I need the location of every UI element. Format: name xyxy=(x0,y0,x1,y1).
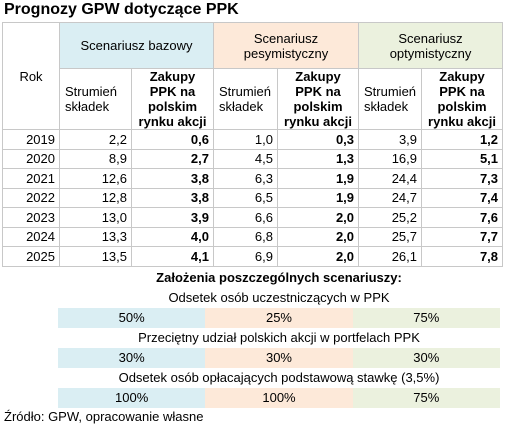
value: 4,5 xyxy=(213,148,278,169)
year: 2020 xyxy=(2,148,60,169)
column-header: Strumień składek xyxy=(59,68,132,130)
assumption-value: 25% xyxy=(205,308,353,328)
forecast-table: Rok Scenariusz bazowy Scenariusz pesymisty… xyxy=(2,22,504,267)
assumptions: Założenia poszczególnych scenariuszy: Ods… xyxy=(58,268,500,408)
assumption-value: 30% xyxy=(352,348,500,368)
value: 2,7 xyxy=(131,148,214,169)
value: 2,0 xyxy=(276,246,360,267)
title: Prognozy GPW dotyczące PPK xyxy=(4,1,239,18)
assumption-value: 30% xyxy=(58,348,206,368)
value: 3,9 xyxy=(358,129,423,150)
value: 13,5 xyxy=(59,246,132,267)
value: 6,8 xyxy=(213,226,278,247)
value: 1,9 xyxy=(276,168,360,189)
value: 3,8 xyxy=(131,168,214,189)
value: 3,8 xyxy=(131,187,214,208)
value: 7,8 xyxy=(421,246,504,267)
value: 26,1 xyxy=(358,246,423,267)
year: 2024 xyxy=(2,226,60,247)
value: 3,9 xyxy=(131,207,214,228)
assumption-label: Odsetek osób uczestniczących w PPK xyxy=(168,290,390,305)
scenario-header: Scenariusz pesymistyczny xyxy=(212,22,360,69)
value: 2,0 xyxy=(276,226,360,247)
value: 7,4 xyxy=(421,187,504,208)
value: 1,0 xyxy=(213,129,278,150)
assumption-value: 30% xyxy=(205,348,353,368)
value: 5,1 xyxy=(421,148,504,169)
assumption-values: 30% 30% 30% xyxy=(58,348,500,368)
column-header: Strumień składek xyxy=(358,68,423,130)
value: 7,6 xyxy=(421,207,504,228)
value: 24,4 xyxy=(358,168,423,189)
value: 24,7 xyxy=(358,187,423,208)
assumption-value: 75% xyxy=(352,388,500,408)
value: 1,3 xyxy=(276,148,360,169)
assumption-values: 100% 100% 75% xyxy=(58,388,500,408)
source: Źródło: GPW, opracowanie własne xyxy=(4,409,204,424)
year: 2019 xyxy=(2,129,60,150)
year: 2023 xyxy=(2,207,60,228)
column-header: Zakupy PPK na polskim rynku akcji xyxy=(131,68,214,130)
value: 12,6 xyxy=(59,168,132,189)
data-row: 2023 13,0 3,9 6,6 2,0 25,2 7,6 xyxy=(2,207,504,228)
value: 0,6 xyxy=(131,129,214,150)
assumption-value: 50% xyxy=(58,308,206,328)
scenario-header: Scenariusz bazowy xyxy=(59,22,214,69)
assumption-value: 100% xyxy=(205,388,353,408)
value: 13,0 xyxy=(59,207,132,228)
data-row: 2022 12,8 3,8 6,5 1,9 24,7 7,4 xyxy=(2,187,504,208)
column-header: Zakupy PPK na polskim rynku akcji xyxy=(421,68,504,130)
value: 7,7 xyxy=(421,226,504,247)
value: 2,0 xyxy=(276,207,360,228)
value: 25,7 xyxy=(358,226,423,247)
value: 7,3 xyxy=(421,168,504,189)
value: 2,2 xyxy=(59,129,132,150)
scenario-header: Scenariusz optymistyczny xyxy=(358,22,504,69)
year: 2025 xyxy=(2,246,60,267)
value: 1,2 xyxy=(421,129,504,150)
value: 1,9 xyxy=(276,187,360,208)
assumption-value: 75% xyxy=(352,308,500,328)
assumption-label: Odsetek osób opłacających podstawową sta… xyxy=(118,370,440,385)
data-row: 2019 2,2 0,6 1,0 0,3 3,9 1,2 xyxy=(2,129,504,150)
value: 16,9 xyxy=(358,148,423,169)
value: 25,2 xyxy=(358,207,423,228)
year: 2022 xyxy=(2,187,60,208)
assumptions-title: Założenia poszczególnych scenariuszy: xyxy=(156,270,402,285)
data-row: 2024 13,3 4,0 6,8 2,0 25,7 7,7 xyxy=(2,226,504,247)
data-row: 2025 13,5 4,1 6,9 2,0 26,1 7,8 xyxy=(2,246,504,267)
row-header: Rok xyxy=(2,22,60,130)
value: 12,8 xyxy=(59,187,132,208)
value: 13,3 xyxy=(59,226,132,247)
value: 4,1 xyxy=(131,246,214,267)
value: 6,3 xyxy=(213,168,278,189)
value: 6,6 xyxy=(213,207,278,228)
value: 6,5 xyxy=(213,187,278,208)
column-header: Zakupy PPK na polskim rynku akcji xyxy=(276,68,360,130)
year: 2021 xyxy=(2,168,60,189)
data-row: 2020 8,9 2,7 4,5 1,3 16,9 5,1 xyxy=(2,148,504,169)
subheader-row: Strumień składek Zakupy PPK na polskim ry… xyxy=(3,68,504,130)
value: 4,0 xyxy=(131,226,214,247)
column-header: Strumień składek xyxy=(213,68,278,130)
value: 8,9 xyxy=(59,148,132,169)
data-row: 2021 12,6 3,8 6,3 1,9 24,4 7,3 xyxy=(2,168,504,189)
assumption-value: 100% xyxy=(58,388,206,408)
value: 6,9 xyxy=(213,246,278,267)
value: 0,3 xyxy=(276,129,360,150)
assumption-values: 50% 25% 75% xyxy=(58,308,500,328)
assumption-label: Przeciętny udział polskich akcji w portf… xyxy=(138,330,420,345)
header-row: Rok Scenariusz bazowy Scenariusz pesymisty… xyxy=(2,22,504,130)
